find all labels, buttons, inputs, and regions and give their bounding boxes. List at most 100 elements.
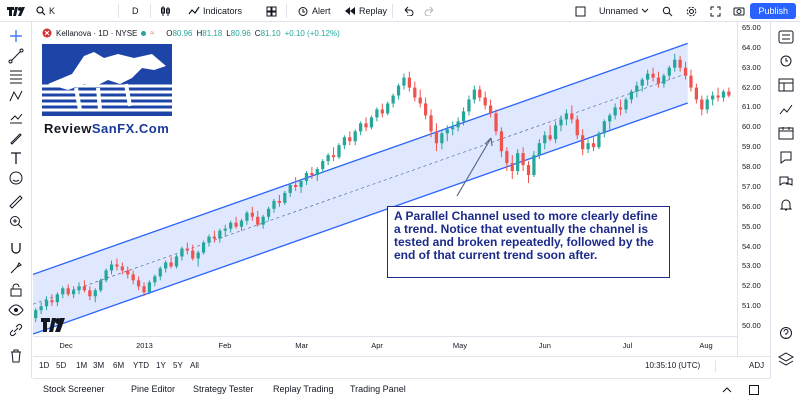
hotlist-icon[interactable] — [778, 102, 794, 116]
publish-button[interactable]: Publish — [750, 3, 796, 19]
candle-body — [689, 75, 693, 88]
candle-body — [169, 262, 173, 267]
time-axis[interactable]: Dec 2013 Feb Mar Apr May Jun Jul Aug — [33, 336, 737, 356]
channel-lower-line — [33, 102, 688, 335]
time-display[interactable]: 10:35:10 (UTC) — [645, 361, 701, 370]
alarm-clock-icon — [298, 7, 308, 16]
publish-label: Publish — [758, 6, 788, 16]
tab-trading-panel[interactable]: Trading Panel — [350, 384, 406, 394]
range-button-all[interactable]: All — [190, 361, 199, 370]
candle-body — [418, 97, 422, 104]
fib-retracement-icon[interactable] — [8, 68, 24, 84]
snapshot-button[interactable] — [733, 0, 745, 22]
eye-icon[interactable] — [8, 302, 24, 318]
candle-body — [191, 250, 195, 259]
ruler-icon[interactable] — [8, 194, 24, 210]
candle-body — [673, 59, 677, 68]
tab-pine-editor[interactable]: Pine Editor — [131, 384, 176, 394]
tab-stock-screener[interactable]: Stock Screener — [43, 384, 105, 394]
candle-body — [537, 143, 541, 156]
trash-icon[interactable] — [8, 348, 24, 364]
price-tick-label: 64.00 — [742, 42, 761, 52]
chart-pane[interactable] — [33, 22, 737, 356]
candle-body — [299, 180, 303, 187]
lock-icon[interactable] — [8, 282, 24, 298]
gear-icon — [686, 6, 697, 16]
quick-search-button[interactable] — [662, 0, 673, 22]
redo-icon — [424, 6, 434, 16]
fullscreen-button[interactable] — [710, 0, 721, 22]
templates-button[interactable] — [266, 0, 277, 22]
notifications-icon[interactable] — [778, 198, 794, 212]
annotation-textbox[interactable]: A Parallel Channel used to more clearly … — [387, 206, 670, 278]
price-axis[interactable]: 65.00 64.00 63.00 62.00 61.00 60.00 59.00 58.00… — [737, 22, 770, 356]
date-range-bar: 10:35:10 (UTC) ADJ 1D 5D 1M 3M 6M YTD 1Y 5Y All — [33, 356, 770, 376]
link-icon[interactable] — [8, 322, 24, 338]
range-button-1y[interactable]: 1Y — [156, 361, 166, 370]
replay-button[interactable]: Replay — [344, 0, 387, 22]
close-value: 81.10 — [260, 28, 281, 38]
ticker-wave-icon: ≈ — [150, 29, 155, 37]
maximize-panel-icon[interactable] — [748, 384, 760, 396]
layout-select[interactable]: Unnamed — [575, 0, 649, 22]
alert-button[interactable]: Alert — [297, 0, 331, 22]
range-button-5y[interactable]: 5Y — [173, 361, 183, 370]
candle-body — [245, 212, 249, 221]
ideas-icon[interactable] — [778, 150, 794, 164]
interval-label: D — [132, 6, 139, 16]
candle-body — [331, 155, 336, 158]
range-button-1d[interactable]: 1D — [39, 361, 50, 370]
collapse-panel-icon[interactable] — [722, 386, 732, 394]
watchlist-icon[interactable] — [778, 30, 794, 44]
data-window-icon[interactable] — [778, 78, 794, 92]
alerts-panel-icon[interactable] — [778, 54, 794, 68]
settings-button[interactable] — [686, 0, 697, 22]
redo-button[interactable] — [424, 0, 436, 22]
tradingview-logo[interactable] — [6, 0, 26, 22]
arrow-head — [484, 137, 493, 147]
help-icon[interactable] — [778, 326, 794, 340]
stay-in-drawing-icon[interactable] — [8, 260, 24, 276]
forecast-icon[interactable] — [8, 110, 24, 126]
candle-body — [266, 208, 271, 217]
symbol-search[interactable]: K — [36, 0, 55, 22]
time-tick-label: 2013 — [136, 341, 153, 350]
adjust-button[interactable]: ADJ — [749, 361, 765, 370]
range-button-6m[interactable]: 6M — [113, 361, 125, 370]
calendar-icon[interactable] — [778, 126, 794, 140]
candle-body — [602, 121, 606, 134]
time-tick-label: Dec — [59, 341, 73, 350]
chat-icon[interactable] — [778, 174, 794, 188]
fullscreen-icon — [710, 6, 721, 16]
price-chart[interactable] — [33, 22, 737, 336]
range-button-5d[interactable]: 5D — [56, 361, 67, 370]
emoji-icon[interactable] — [8, 170, 24, 186]
pattern-icon[interactable] — [8, 88, 24, 104]
trend-line-icon[interactable] — [8, 48, 24, 64]
crosshair-icon[interactable] — [8, 28, 24, 44]
quick-search-icon — [662, 6, 673, 16]
price-tick-label: 60.00 — [742, 122, 761, 132]
range-button-3m[interactable]: 3M — [93, 361, 105, 370]
undo-icon — [404, 6, 414, 16]
candle-body — [353, 131, 357, 142]
tab-replay-trading[interactable]: Replay Trading — [273, 384, 334, 394]
candle-body — [256, 216, 260, 225]
text-icon[interactable] — [8, 150, 24, 166]
interval-button[interactable]: D — [132, 0, 139, 22]
magnet-icon[interactable] — [8, 240, 24, 256]
brush-icon[interactable] — [8, 130, 24, 146]
indicators-button[interactable]: Indicators — [188, 0, 242, 22]
candle-body — [505, 151, 509, 164]
candlestick-series — [34, 53, 731, 323]
range-button-1m[interactable]: 1M — [76, 361, 88, 370]
range-button-ytd[interactable]: YTD — [133, 361, 149, 370]
open-label: O — [166, 28, 173, 38]
tab-strategy-tester[interactable]: Strategy Tester — [193, 384, 254, 394]
zoom-in-icon[interactable] — [8, 214, 24, 230]
layers-icon[interactable] — [778, 352, 794, 366]
chart-type-button[interactable] — [160, 0, 172, 22]
undo-button[interactable] — [402, 0, 414, 22]
logo-brand-text: ReviewSanFX.Com — [44, 121, 169, 136]
candle-body — [521, 153, 525, 166]
